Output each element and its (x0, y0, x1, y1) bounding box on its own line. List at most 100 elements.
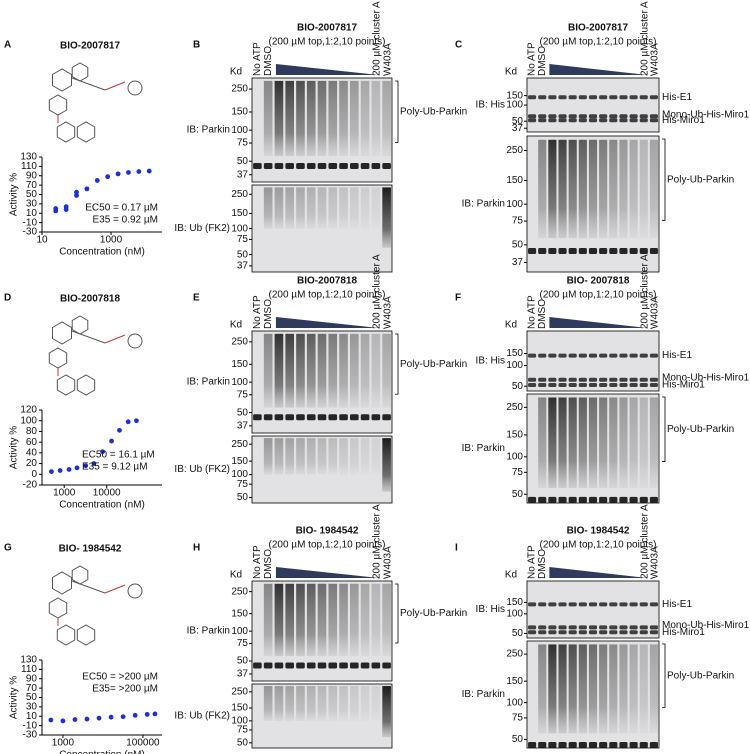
band (558, 377, 567, 382)
band (639, 118, 648, 123)
annotation: E35 = 9.12 µM (82, 462, 148, 473)
band (578, 630, 587, 635)
band (371, 162, 381, 169)
band (588, 247, 598, 254)
band (599, 602, 608, 607)
lane-label: 200 µM cluster A (639, 504, 650, 579)
smear (296, 187, 305, 229)
smear (317, 686, 327, 721)
marker-label: 75 (237, 389, 249, 400)
band (588, 602, 598, 607)
band (599, 95, 608, 100)
blot-title: BIO- 2007818 (567, 276, 630, 287)
lane-label: W403A (650, 296, 661, 329)
band (339, 414, 348, 421)
band (538, 496, 547, 503)
y-tick-label: 70 (26, 683, 38, 694)
band (568, 496, 577, 503)
band (619, 630, 628, 635)
data-point (126, 170, 131, 175)
band (588, 95, 598, 100)
compound-name: BIO-2007818 (60, 294, 120, 305)
band (609, 247, 618, 254)
band (558, 496, 567, 503)
smear (350, 686, 359, 721)
band (528, 741, 537, 748)
x-tick-label: 100000 (126, 738, 160, 749)
marker-label: 100 (231, 626, 248, 637)
data-point (108, 714, 114, 720)
band (253, 162, 262, 169)
structure-ring (48, 347, 68, 369)
ib-label: IB: Parkin (187, 125, 230, 136)
smear (306, 80, 316, 157)
band (578, 95, 587, 100)
band (609, 625, 618, 630)
band (548, 118, 557, 123)
band (382, 662, 391, 669)
band (306, 162, 316, 169)
smear (538, 397, 547, 489)
marker-label: 37 (237, 169, 249, 180)
structure-ring (48, 597, 68, 619)
data-point (105, 174, 111, 180)
membrane (526, 330, 660, 392)
data-point (120, 714, 126, 720)
marker-label: 37 (237, 261, 249, 272)
marker-label: 75 (237, 479, 249, 490)
y-tick-label: 60 (26, 437, 38, 448)
data-point (84, 716, 90, 722)
dose-wedge (549, 64, 647, 75)
band (548, 630, 557, 635)
y-tick-label: 10 (26, 711, 38, 722)
band (538, 247, 547, 254)
ib-label: IB: His (476, 604, 505, 615)
smear (609, 139, 618, 239)
marker-label: 100 (506, 360, 523, 371)
smear (274, 333, 284, 408)
band (649, 741, 658, 748)
band (296, 162, 305, 169)
band (558, 247, 567, 254)
data-point (134, 418, 139, 424)
smear (350, 80, 359, 157)
band (339, 162, 348, 169)
x-tick-label: 1000 (100, 235, 123, 246)
smear (360, 583, 370, 657)
smear (263, 333, 273, 408)
smear (263, 80, 273, 157)
band (629, 383, 638, 388)
smear (296, 583, 305, 657)
band (274, 414, 284, 421)
smear (274, 438, 284, 475)
band (578, 353, 587, 358)
lane-label: 200 µM cluster A (639, 254, 650, 329)
band (568, 114, 577, 119)
y-tick-label: 90 (26, 673, 38, 684)
band (619, 496, 628, 503)
smear (306, 438, 316, 475)
lane-label: W403A (382, 546, 393, 579)
smear (619, 644, 628, 734)
smear (371, 80, 381, 157)
band (599, 114, 608, 119)
panel-letter: H (193, 543, 200, 554)
band (548, 602, 557, 607)
smear (629, 139, 638, 239)
smear (328, 187, 338, 229)
structure-bond (71, 330, 106, 344)
smear (360, 187, 370, 229)
smear (382, 187, 391, 248)
band (578, 496, 587, 503)
smear (274, 686, 284, 721)
band (639, 625, 648, 630)
band (649, 95, 658, 100)
marker-label: 50 (512, 381, 524, 392)
smear (285, 80, 294, 157)
smear (360, 333, 370, 408)
band (548, 95, 557, 100)
structure-ring (71, 315, 89, 335)
band (360, 662, 370, 669)
marker-label: 100 (231, 125, 248, 136)
smear (350, 187, 359, 229)
